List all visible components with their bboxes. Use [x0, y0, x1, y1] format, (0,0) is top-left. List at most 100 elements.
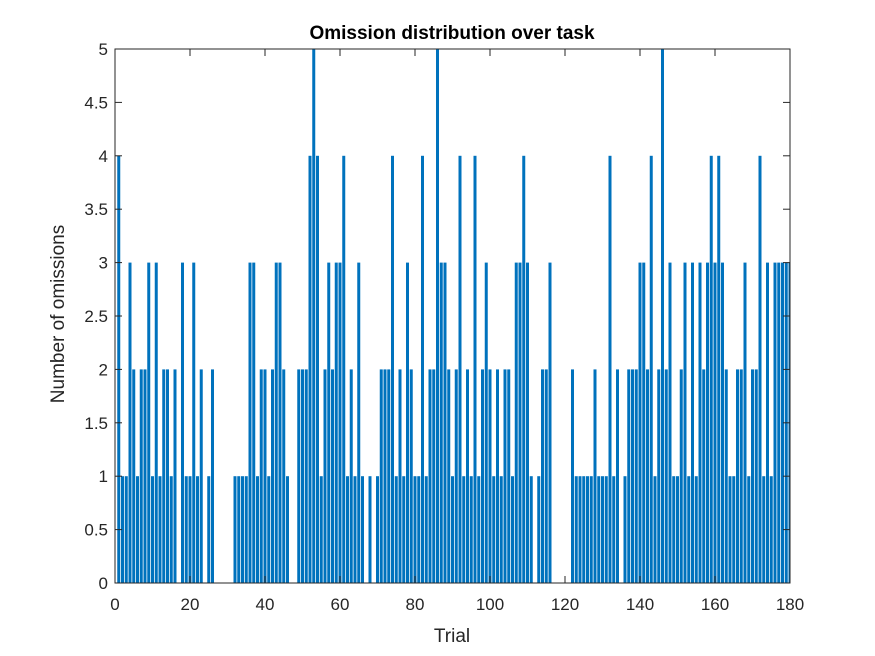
bar: [706, 262, 709, 583]
bar: [751, 369, 754, 583]
bar: [394, 476, 398, 583]
bar: [499, 476, 503, 583]
y-tick-label: 3.5: [84, 200, 108, 219]
bar: [544, 369, 548, 583]
bar: [319, 476, 323, 583]
bar: [634, 369, 638, 583]
bar: [439, 262, 443, 583]
bar: [514, 262, 518, 583]
bar: [154, 262, 158, 583]
bar: [649, 155, 653, 584]
bar: [604, 476, 608, 583]
bar: [687, 476, 691, 583]
bar: [683, 262, 687, 583]
bar: [668, 262, 672, 583]
y-tick-label: 1.5: [84, 414, 108, 433]
bar-series: [117, 49, 790, 584]
bar: [721, 262, 724, 583]
bar: [316, 155, 319, 584]
x-tick-label: 120: [551, 595, 579, 614]
bar: [537, 476, 541, 583]
bar: [402, 476, 406, 583]
bar: [282, 369, 286, 583]
bar: [672, 476, 676, 583]
bar: [698, 262, 702, 583]
bar: [691, 262, 694, 583]
y-axis-label: Number of omissions: [48, 225, 69, 403]
bar: [267, 476, 271, 583]
x-tick-label: 100: [476, 595, 504, 614]
x-tick-label: 40: [256, 595, 275, 614]
bar: [331, 369, 334, 583]
bar: [679, 369, 683, 583]
bar: [702, 369, 706, 583]
y-tick-label: 3: [99, 254, 108, 273]
bar: [357, 262, 361, 583]
bar: [769, 476, 773, 583]
bar: [417, 476, 421, 583]
bar: [642, 262, 646, 583]
bar: [526, 262, 529, 583]
bar: [327, 262, 331, 583]
bar: [406, 262, 409, 583]
bar: [657, 369, 661, 583]
bar: [447, 369, 451, 583]
bar: [511, 476, 514, 583]
bar: [724, 369, 728, 583]
x-tick-label: 140: [626, 595, 654, 614]
bar: [136, 476, 139, 583]
bar: [773, 262, 777, 583]
bar: [694, 476, 698, 583]
bar: [586, 476, 589, 583]
bar: [713, 262, 717, 583]
bar: [488, 369, 492, 583]
bar: [754, 369, 758, 583]
bar: [593, 369, 597, 583]
bar: [484, 262, 488, 583]
bar: [578, 476, 582, 583]
bar: [522, 155, 526, 584]
bar: [173, 369, 177, 583]
bar: [466, 369, 469, 583]
bar: [571, 369, 574, 583]
bar: [188, 476, 192, 583]
bar: [263, 369, 267, 583]
x-tick-label: 180: [776, 595, 804, 614]
bar: [631, 369, 634, 583]
bar: [166, 369, 169, 583]
bar: [121, 476, 124, 583]
bar: [743, 262, 747, 583]
bar: [777, 262, 781, 583]
bar: [503, 369, 507, 583]
bar: [248, 262, 252, 583]
bar: [548, 262, 552, 583]
bar: [661, 49, 664, 583]
bar: [244, 476, 248, 583]
bar: [259, 369, 263, 583]
bar: [623, 476, 627, 583]
bar: [717, 155, 721, 584]
bar: [346, 476, 349, 583]
bar: [781, 262, 784, 583]
bar: [627, 369, 631, 583]
bar: [421, 155, 424, 584]
bar: [256, 476, 259, 583]
bar: [496, 369, 499, 583]
bar: [368, 476, 372, 583]
bar: [211, 369, 214, 583]
bar: [207, 476, 211, 583]
bar: [758, 155, 762, 584]
bar: [124, 476, 128, 583]
y-tick-label: 4: [99, 147, 108, 166]
bar: [383, 369, 387, 583]
bar: [139, 369, 143, 583]
x-tick-label: 80: [406, 595, 425, 614]
bar: [286, 476, 289, 583]
bar: [297, 369, 301, 583]
bar: [398, 369, 402, 583]
bar: [338, 262, 342, 583]
y-tick-label: 0.5: [84, 521, 108, 540]
bar: [304, 369, 308, 583]
chart-title: Omission distribution over task: [309, 23, 594, 44]
